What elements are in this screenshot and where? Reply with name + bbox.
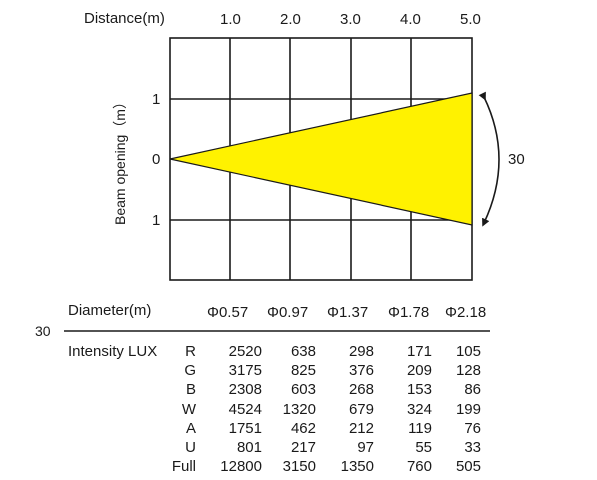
intensity-value: 801 (236, 439, 262, 456)
diameter-value: Φ1.78 (388, 304, 430, 321)
beam-angle-label: 30 (508, 151, 525, 168)
intensity-value: 12800 (220, 458, 262, 476)
table-angle-label: 30 (35, 323, 51, 339)
intensity-value: 76 (464, 419, 481, 437)
intensity-value: 3175 (228, 362, 262, 380)
angle-arrow (478, 91, 500, 227)
beam-axis-label: Beam opening（m） (112, 95, 128, 225)
intensity-value: 1320 (282, 400, 316, 418)
distance-tick: 5.0 (460, 11, 481, 28)
distance-tick: 2.0 (280, 11, 301, 28)
intensity-value: 268 (348, 381, 374, 399)
intensity-value: 638 (290, 343, 316, 360)
intensity-value: 128 (455, 362, 481, 380)
diameter-label: Diameter(m) (68, 302, 152, 319)
intensity-value: 33 (464, 439, 481, 456)
intensity-value: 4524 (228, 400, 262, 418)
intensity-value: 119 (408, 419, 432, 437)
channel-label: W (181, 400, 196, 418)
channel-label: Full (171, 458, 196, 476)
beam-tick: 1 (152, 212, 161, 229)
diameter-value: Φ2.18 (445, 304, 487, 321)
intensity-value: 679 (348, 400, 374, 418)
intensity-value: 217 (290, 439, 316, 456)
intensity-value: 199 (455, 400, 481, 418)
intensity-value: 603 (290, 381, 316, 399)
diameter-value: Φ0.97 (267, 304, 309, 321)
intensity-value: 505 (455, 458, 481, 476)
intensity-value: 2308 (228, 381, 262, 399)
beam-tick: 1 (152, 91, 161, 108)
distance-tick: 3.0 (340, 11, 361, 28)
intensity-value: 825 (290, 362, 316, 380)
intensity-value: 2520 (228, 343, 262, 360)
intensity-value: 105 (455, 343, 481, 360)
intensity-value: 97 (357, 439, 374, 456)
diameter-value: Φ0.57 (207, 304, 249, 321)
distance-axis-label: Distance(m) (84, 10, 165, 27)
intensity-value: 462 (290, 419, 316, 437)
intensity-value: 212 (348, 419, 374, 437)
intensity-value: 55 (415, 439, 432, 456)
intensity-value: 86 (464, 381, 481, 399)
intensity-value: 153 (406, 381, 432, 399)
intensity-value: 298 (348, 343, 374, 360)
beam-cone (169, 92, 473, 226)
intensity-label: Intensity LUX (68, 343, 158, 360)
channel-label: U (185, 439, 196, 456)
channel-label: B (185, 381, 196, 399)
distance-tick: 1.0 (220, 11, 241, 28)
diameter-value: Φ1.37 (327, 304, 369, 321)
intensity-value: 760 (406, 458, 432, 476)
channel-label: A (185, 419, 196, 437)
beam-tick: 0 (152, 151, 161, 168)
channel-label: R (185, 343, 196, 360)
intensity-value: 3150 (282, 458, 316, 476)
intensity-value: 1751 (228, 419, 262, 437)
intensity-value: 1350 (340, 458, 374, 476)
distance-tick: 4.0 (400, 11, 421, 28)
intensity-value: 376 (348, 362, 374, 380)
intensity-value: 324 (406, 400, 432, 418)
intensity-value: 209 (406, 362, 432, 380)
intensity-value: 171 (406, 343, 432, 360)
channel-label: G (184, 362, 196, 380)
